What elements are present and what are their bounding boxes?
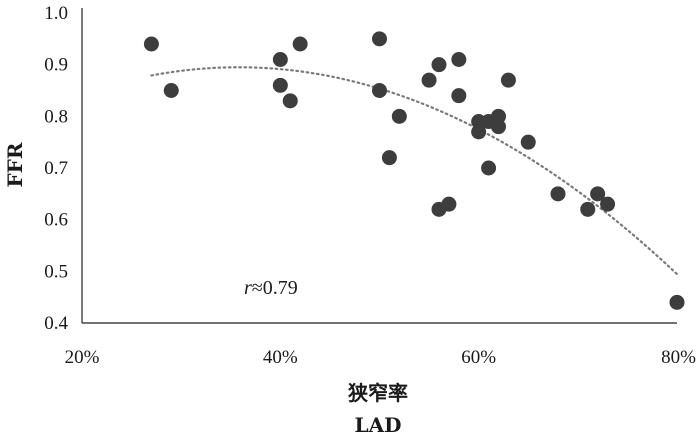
data-point	[421, 72, 437, 88]
data-point	[471, 124, 487, 140]
data-point	[372, 83, 387, 98]
data-points	[143, 31, 685, 310]
data-point	[491, 119, 506, 135]
y-tick-labels: 0.4 0.5 0.6 0.7 0.8 0.9 1.0	[44, 3, 68, 334]
x-axis-title: 狭窄率	[347, 381, 408, 405]
data-point	[590, 186, 606, 202]
data-point	[550, 186, 566, 202]
data-point	[500, 72, 516, 88]
data-point	[441, 196, 457, 212]
x-tick-label: 60%	[461, 347, 496, 368]
y-tick-label: 0.7	[44, 158, 68, 179]
data-point	[491, 108, 506, 124]
y-tick-label: 0.9	[44, 55, 68, 76]
x-tick-label: 40%	[263, 347, 298, 368]
data-point	[282, 93, 298, 109]
data-point	[451, 88, 467, 104]
data-point	[372, 31, 387, 47]
correlation-annotation: r≈0.79	[244, 277, 298, 299]
y-tick-label: 0.4	[44, 313, 68, 334]
correlation-value: ≈0.79	[252, 277, 298, 299]
correlation-symbol: r	[244, 277, 252, 299]
data-point	[381, 150, 397, 166]
data-point	[451, 52, 467, 67]
data-point	[163, 83, 179, 98]
data-point	[600, 196, 616, 212]
data-point	[669, 294, 685, 310]
data-point	[481, 160, 497, 176]
y-axis-title: FFR	[3, 142, 27, 187]
data-point	[143, 36, 159, 52]
x-tick-labels: 20% 40% 60% 80%	[65, 347, 697, 368]
data-point	[391, 108, 407, 124]
x-tick-label: 20%	[65, 347, 100, 368]
data-point	[580, 201, 596, 217]
data-point	[272, 77, 288, 93]
data-point	[272, 52, 288, 67]
y-tick-label: 0.8	[44, 106, 68, 127]
y-tick-label: 1.0	[44, 3, 68, 24]
x-axis-subtitle: LAD	[355, 413, 402, 437]
data-point	[520, 134, 536, 150]
trendline	[150, 66, 679, 276]
y-tick-label: 0.5	[44, 261, 68, 282]
data-point	[292, 36, 308, 52]
y-tick-label: 0.6	[44, 210, 68, 231]
x-tick-label: 80%	[661, 347, 696, 368]
data-point	[431, 57, 447, 73]
